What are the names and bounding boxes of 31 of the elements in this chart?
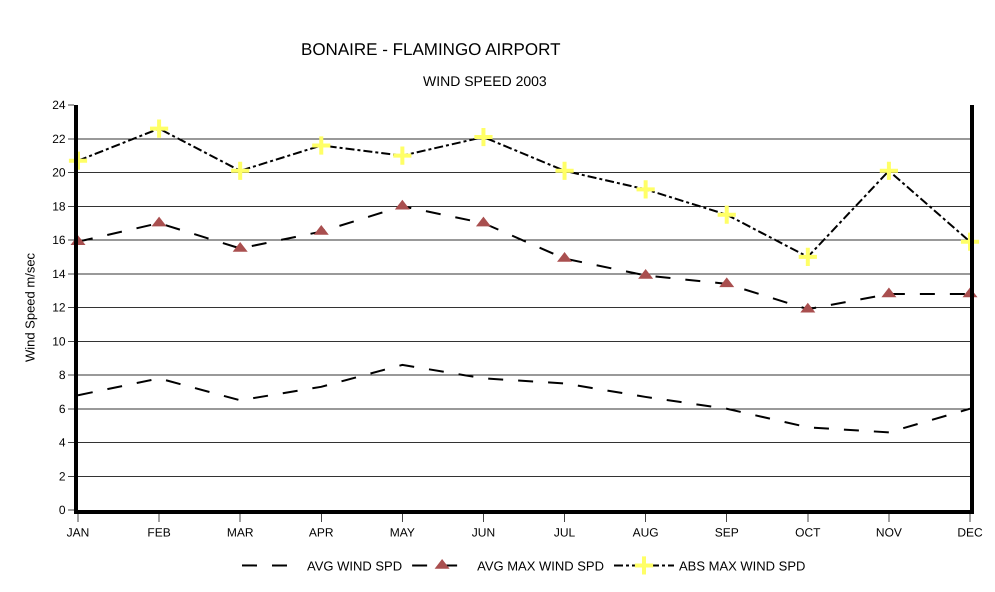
y-tick-label: 14 [52, 266, 66, 281]
y-tick-label: 6 [58, 402, 66, 416]
x-tick-label: JAN [66, 525, 90, 540]
y-tick-label: 2 [58, 469, 66, 484]
x-tick-label: JUN [472, 525, 496, 540]
chart-title: BONAIRE - FLAMINGO AIRPORT [301, 40, 560, 59]
y-tick-label: 24 [52, 98, 66, 112]
x-tick-label: SEP [714, 525, 739, 540]
y-tick-label: 12 [52, 300, 66, 315]
y-tick-label: 0 [58, 503, 66, 518]
y-tick-label: 20 [52, 166, 66, 180]
y-tick-label: 22 [52, 132, 66, 146]
x-tick-label: OCT [795, 525, 822, 540]
y-tick-label: 18 [52, 199, 66, 214]
y-tick-label: 16 [52, 233, 66, 248]
x-tick-label: AUG [632, 525, 659, 540]
legend-label: ABS MAX WIND SPD [679, 558, 806, 574]
y-axis-title: Wind Speed m/sec [22, 252, 38, 362]
y-tick-label: 4 [58, 436, 66, 450]
x-tick-label: JUL [554, 525, 576, 540]
x-tick-label: NOV [876, 525, 902, 540]
x-tick-label: APR [308, 525, 334, 540]
legend-label: AVG MAX WIND SPD [477, 558, 604, 574]
x-tick-label: FEB [147, 525, 171, 540]
x-tick-label: DEC [957, 525, 983, 540]
y-tick-label: 8 [58, 368, 66, 382]
x-tick-label: MAY [390, 525, 415, 540]
legend-label: AVG WIND SPD [307, 558, 402, 574]
chart-subtitle: WIND SPEED 2003 [423, 73, 547, 89]
y-tick-label: 10 [52, 334, 66, 348]
x-tick-label: MAR [226, 525, 254, 540]
